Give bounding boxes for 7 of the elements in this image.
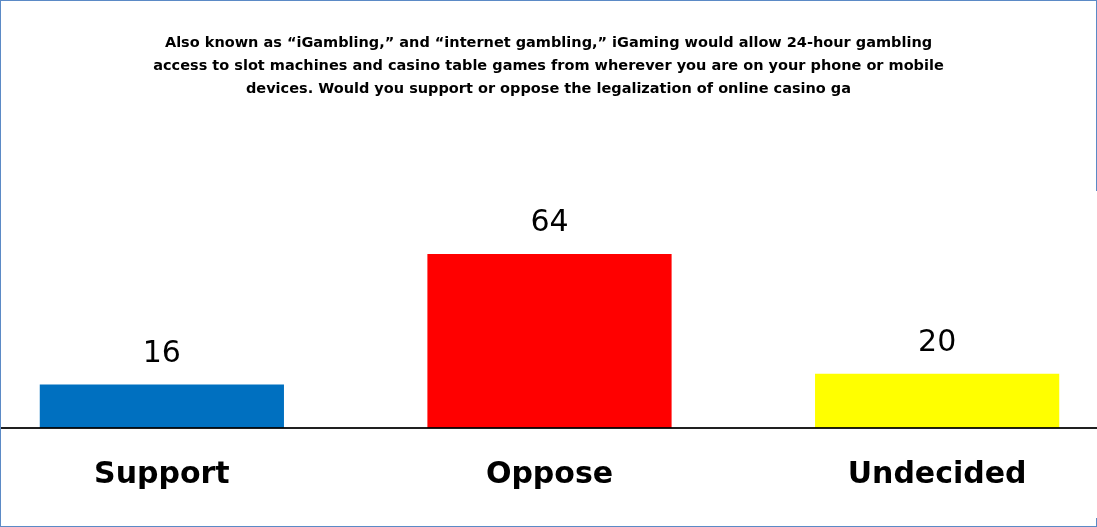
data-label: 64	[530, 203, 569, 238]
x-tick-label: Undecided	[847, 454, 1027, 490]
x-tick-label: Support	[94, 454, 230, 490]
x-tick-label: Oppose	[485, 454, 614, 490]
data-label: 16	[142, 333, 181, 369]
data-label: 20	[918, 322, 957, 358]
chart-title: Also known as “iGambling,” and “internet gambling,” iGaming would allow 24-hour gambling access to slot machines and casino table games from wherever you are on your phone or mobile devices. Would you support or oppose the legalization of online casino ga	[152, 33, 945, 98]
